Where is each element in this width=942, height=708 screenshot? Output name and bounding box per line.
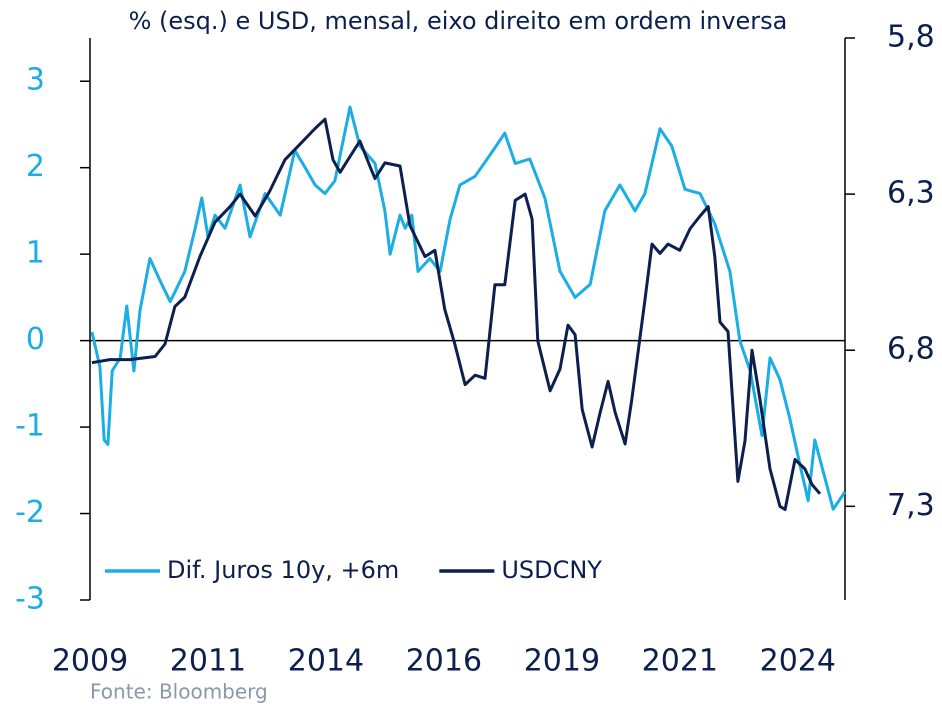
- x-tick-label: 2011: [170, 644, 246, 679]
- x-tick-label: 2021: [642, 644, 718, 679]
- x-tick-label: 2016: [406, 644, 482, 679]
- x-tick-label: 2014: [288, 644, 364, 679]
- x-tick-label: 2009: [52, 644, 128, 679]
- legend-label: Dif. Juros 10y, +6m: [167, 556, 399, 584]
- series-line: [91, 117, 822, 511]
- y-tick-label: -3: [15, 582, 45, 617]
- y-tick-label: 3: [26, 63, 45, 98]
- y-tick-label: -2: [15, 495, 45, 530]
- y-tick-label: -1: [15, 409, 45, 444]
- y-tick-label: 1: [26, 236, 45, 271]
- legend-label: USDCNY: [501, 556, 602, 584]
- y2-tick-label: 6,3: [887, 176, 935, 211]
- y-tick-label: 0: [26, 322, 45, 357]
- chart-title: % (esq.) e USD, mensal, eixo direito em …: [129, 7, 788, 35]
- y2-tick-label: 5,8: [887, 20, 935, 55]
- source: Fonte: Bloomberg: [90, 680, 268, 704]
- x-tick-label: 2019: [524, 644, 600, 679]
- y2-tick-label: 7,3: [887, 488, 935, 523]
- y-tick-label: 2: [26, 149, 45, 184]
- y2-tick-label: 6,8: [887, 332, 935, 367]
- x-tick-label: 2024: [760, 644, 836, 679]
- series-line: [90, 105, 847, 511]
